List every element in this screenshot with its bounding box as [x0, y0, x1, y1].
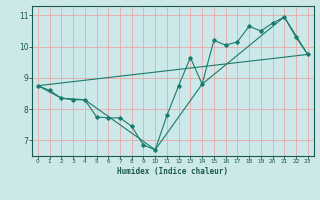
X-axis label: Humidex (Indice chaleur): Humidex (Indice chaleur) — [117, 167, 228, 176]
